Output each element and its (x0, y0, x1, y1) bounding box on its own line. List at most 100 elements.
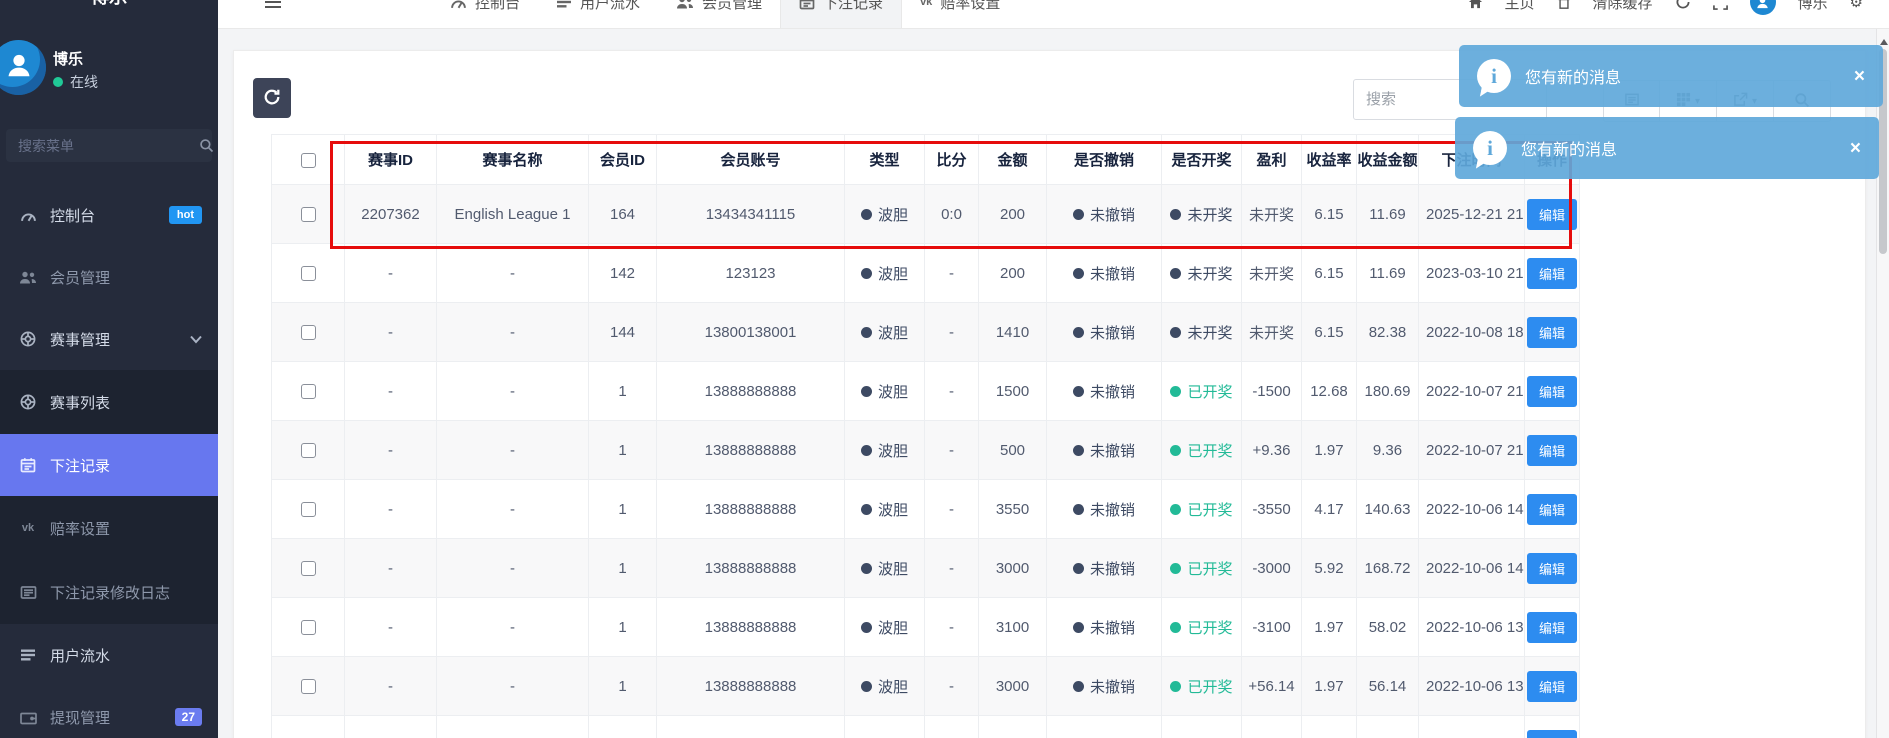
edit-button[interactable]: 编辑 (1526, 670, 1577, 702)
sidebar-item-3[interactable]: 赛事列表 (0, 371, 218, 433)
sidebar-search (6, 129, 214, 162)
status-cell: 波胆 (844, 479, 925, 539)
row-checkbox[interactable] (300, 620, 316, 636)
row-checkbox[interactable] (300, 266, 316, 282)
status-dot-icon (1170, 503, 1182, 515)
tab-0[interactable]: 控制台 (432, 0, 538, 28)
row-checkbox[interactable] (300, 679, 316, 695)
menu-toggle-icon[interactable] (264, 0, 282, 10)
sidebar-item-4[interactable]: 下注记录 (0, 434, 218, 496)
row-checkbox[interactable] (300, 561, 316, 577)
edit-button[interactable]: 编辑 (1526, 257, 1577, 289)
topnav-avatar[interactable] (1749, 0, 1776, 15)
edit-button[interactable]: 编辑 (1526, 375, 1577, 407)
data-cell: - (924, 538, 979, 598)
sidebar-item-8[interactable]: 提现管理 27 (0, 686, 218, 738)
row-checkbox[interactable] (300, 443, 316, 459)
edit-button[interactable]: 编辑 (1526, 611, 1577, 643)
sidebar-item-6[interactable]: 下注记录修改日志 (0, 561, 218, 623)
data-cell: - (436, 597, 589, 657)
fullscreen-icon[interactable] (1712, 0, 1728, 10)
data-cell: 0.70 (1301, 715, 1357, 738)
clear-cache-link[interactable]: 清除缓存 (1592, 0, 1653, 12)
data-cell: - (924, 715, 979, 738)
status-cell: 未撤销 (1046, 302, 1162, 362)
topnav-username[interactable]: 博乐 (1797, 0, 1828, 12)
gear-icon[interactable]: ⚙ (1849, 0, 1863, 11)
lifebuoy-icon (18, 394, 38, 410)
column-header: 赛事ID (344, 134, 437, 185)
status-dot-icon (1072, 326, 1084, 338)
sidebar-search-input[interactable] (18, 137, 199, 154)
data-cell: - (924, 656, 979, 716)
edit-button[interactable]: 编辑 (1526, 493, 1577, 525)
data-cell: 13800138001 (656, 302, 845, 362)
sidebar-item-label: 下注记录 (50, 457, 111, 475)
bet-time-cell: 2022-10-08 18:50: (1418, 302, 1525, 362)
data-cell: - (924, 479, 979, 539)
column-header: 盈利 (1241, 134, 1302, 185)
sidebar-item-0[interactable]: 控制台 hot (0, 184, 218, 246)
data-cell: 13888888888 (656, 715, 845, 738)
select-all-checkbox[interactable] (300, 152, 316, 168)
table-row: - -1 13888888888 波胆 -1500 未撤销 已开奖 -1500 12.68 180… (271, 361, 1580, 421)
refresh-button[interactable] (253, 78, 291, 118)
data-cell: English League 1 (436, 184, 589, 244)
status-cell: 未撤销 (1046, 243, 1162, 303)
sidebar-item-label: 下注记录修改日志 (50, 584, 171, 602)
edit-button[interactable]: 编辑 (1526, 316, 1577, 348)
list-icon (18, 585, 38, 600)
data-cell: 1500 (978, 361, 1047, 421)
sidebar-item-5[interactable]: vk 赔率设置 (0, 497, 218, 559)
refresh-icon[interactable] (1675, 0, 1691, 10)
sidebar-item-label: 会员管理 (50, 269, 111, 287)
data-cell: 6.15 (1301, 302, 1357, 362)
tab-4[interactable]: vk 赔率设置 (902, 0, 1018, 28)
tab-1[interactable]: 用户流水 (538, 0, 658, 28)
bet-time-cell: 2022-10-06 11:07: (1418, 715, 1525, 738)
row-checkbox[interactable] (300, 502, 316, 518)
toast-message: 您有新的消息 (1525, 70, 1622, 87)
sidebar-submenu-panel (0, 370, 218, 624)
scrollbar-thumb[interactable] (1879, 49, 1887, 254)
home-link[interactable]: 主页 (1504, 0, 1535, 12)
status-cell: 波胆 (844, 597, 925, 657)
sidebar-item-7[interactable]: 用户流水 (0, 624, 218, 686)
data-cell: - (924, 420, 979, 480)
search-icon[interactable] (199, 138, 214, 153)
tab-3[interactable]: 下注记录 (780, 0, 903, 28)
scrollbar-up-arrow[interactable] (1880, 35, 1888, 45)
tab-2[interactable]: 会员管理 (658, 0, 780, 28)
bet-time-cell: 2025-12-21 21:44: (1418, 184, 1525, 244)
row-checkbox[interactable] (300, 325, 316, 341)
column-header: 赛事名称 (436, 134, 589, 185)
topnav-tabs: 控制台 用户流水 会员管理 下注记录 vk 赔率设置 (432, 0, 1018, 28)
bet-time-cell: 2022-10-06 13:53: (1418, 597, 1525, 657)
row-select-cell (271, 656, 345, 716)
row-checkbox[interactable] (300, 207, 316, 223)
edit-button[interactable]: 编辑 (1526, 552, 1577, 584)
data-cell: 123123 (656, 243, 845, 303)
brand-title: 博乐 (0, 0, 218, 11)
close-icon[interactable]: × (1849, 137, 1861, 159)
gauge-icon (450, 0, 467, 10)
status-dot-icon (1170, 444, 1182, 456)
sidebar-item-1[interactable]: 会员管理 (0, 246, 218, 308)
data-cell: 1 (588, 538, 657, 598)
edit-button[interactable]: 编辑 (1526, 198, 1577, 230)
row-checkbox[interactable] (300, 384, 316, 400)
data-cell: - (344, 243, 437, 303)
close-icon[interactable]: × (1853, 65, 1865, 87)
page-scrollbar[interactable] (1876, 29, 1889, 738)
action-cell: 编辑 (1524, 656, 1580, 716)
avatar[interactable] (0, 40, 46, 95)
sidebar-item-2[interactable]: 赛事管理 (0, 308, 218, 370)
data-cell: 3100 (978, 597, 1047, 657)
edit-button[interactable]: 编辑 (1526, 434, 1577, 466)
data-cell: - (436, 243, 589, 303)
status-cell: 波胆 (844, 243, 925, 303)
status-dot-icon (1072, 208, 1084, 220)
data-cell: 5.92 (1301, 538, 1357, 598)
data-cell: 11.69 (1356, 184, 1419, 244)
edit-button[interactable]: 编辑 (1526, 729, 1577, 738)
